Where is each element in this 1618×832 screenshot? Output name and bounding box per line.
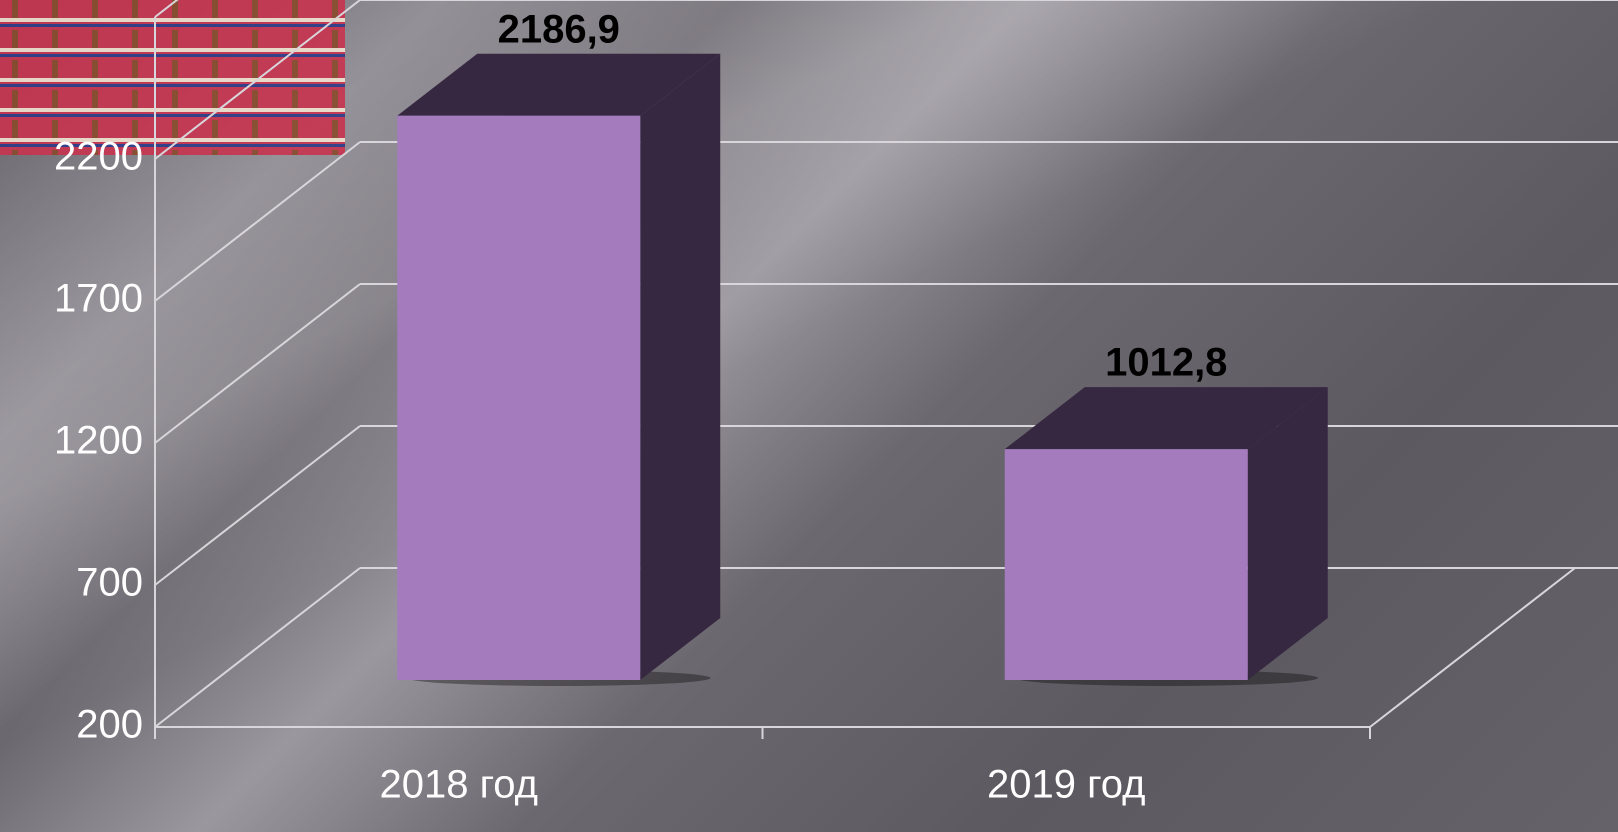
y-tick-label: 2200 (54, 135, 143, 179)
x-tick-label: 2019 год (987, 763, 1146, 807)
y-tick-label: 200 (76, 703, 143, 747)
decor-photo (0, 0, 345, 155)
grid-line (154, 0, 361, 160)
bar (397, 115, 641, 680)
x-tick-label: 2018 год (379, 763, 538, 807)
grid-line (154, 283, 361, 444)
value-label: 1012,8 (1105, 341, 1227, 385)
grid-line (154, 141, 361, 302)
y-tick-label: 1700 (54, 277, 143, 321)
y-tick-label: 700 (76, 561, 143, 605)
bar-top (1004, 387, 1328, 450)
bar-side (1247, 387, 1328, 680)
bar (1004, 449, 1248, 680)
bar-top (397, 53, 721, 116)
floor-edge (1369, 567, 1576, 728)
grid-line (154, 567, 361, 728)
y-tick-label: 1200 (54, 419, 143, 463)
grid-line (154, 425, 361, 586)
value-label: 2186,9 (498, 7, 620, 51)
bar-side (640, 53, 721, 681)
